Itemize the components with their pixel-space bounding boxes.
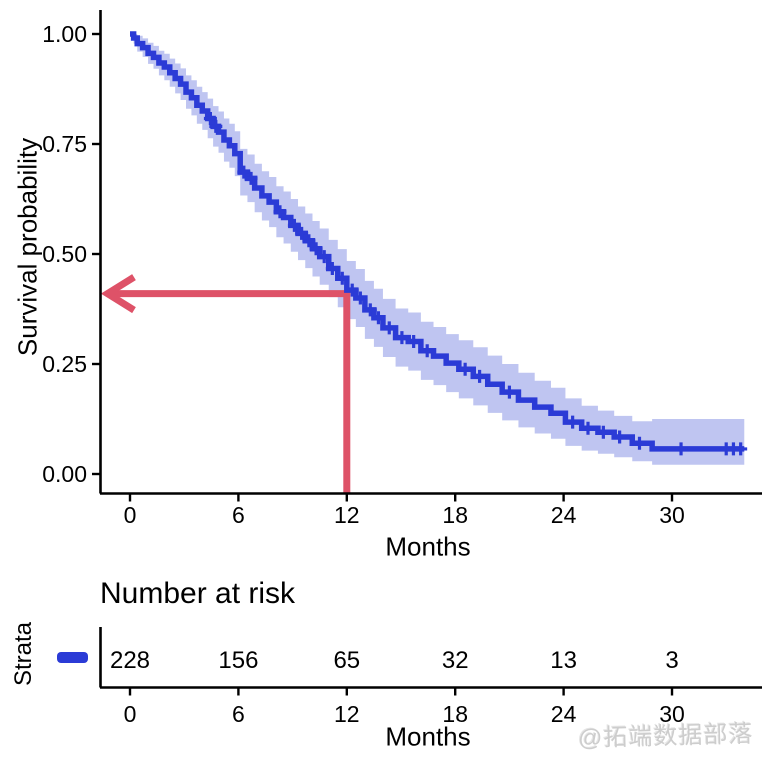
strata-axis-title: Strata <box>10 621 37 687</box>
censor-mark <box>502 385 516 399</box>
x-tick-label: 12 <box>334 502 360 528</box>
risk-x-axis-title: Months <box>385 721 471 752</box>
censor-mark <box>353 291 367 305</box>
censor-mark <box>309 242 323 256</box>
y-tick-label: 0.25 <box>42 351 87 377</box>
censor-mark <box>371 311 385 325</box>
x-tick-label: 24 <box>551 502 577 528</box>
censor-mark <box>244 171 258 185</box>
risk-count: 13 <box>550 647 577 674</box>
risk-count: 65 <box>333 647 360 674</box>
risk-count: 156 <box>218 647 258 674</box>
censor-mark <box>420 344 434 358</box>
censor-mark <box>613 430 627 444</box>
y-tick-label: 0.50 <box>42 241 87 267</box>
censor-mark <box>287 218 301 232</box>
annotation-arrow-head <box>100 274 136 314</box>
annotation-arrow-line <box>111 290 351 493</box>
censor-mark <box>458 362 472 376</box>
y-tick-label: 0.00 <box>42 461 87 487</box>
risk-count: 228 <box>110 647 150 674</box>
censor-mark <box>581 421 595 435</box>
censor-mark <box>237 165 251 179</box>
censor-mark <box>345 283 359 297</box>
censor-mark <box>335 271 349 285</box>
censor-mark <box>363 303 377 317</box>
censor-mark <box>632 436 646 450</box>
censor-mark <box>407 335 421 349</box>
censor-mark <box>209 119 223 133</box>
x-tick-label: 0 <box>124 502 137 528</box>
confidence-band <box>130 34 745 465</box>
risk-x-tick-label: 24 <box>551 701 577 727</box>
risk-x-tick-label: 18 <box>442 701 468 727</box>
censor-mark <box>734 442 748 456</box>
risk-table-title: Number at risk <box>100 577 296 610</box>
censor-mark <box>674 442 688 456</box>
risk-x-tick-label: 0 <box>124 701 137 727</box>
risk-x-tick-label: 30 <box>659 701 685 727</box>
risk-x-tick-label: 12 <box>334 701 360 727</box>
censor-mark <box>295 226 309 240</box>
x-axis-title: Months <box>385 531 471 562</box>
x-tick-label: 30 <box>659 502 685 528</box>
censor-mark <box>382 321 396 335</box>
risk-x-tick-label: 6 <box>232 701 245 727</box>
censor-mark <box>203 111 217 125</box>
y-tick-label: 1.00 <box>42 21 87 47</box>
censor-mark <box>566 415 580 429</box>
watermark: @拓端数据部落 <box>577 720 754 753</box>
y-axis-title: Survival probability <box>12 137 43 357</box>
risk-count: 32 <box>442 647 469 674</box>
censor-mark <box>317 250 331 264</box>
censor-mark <box>302 234 316 248</box>
y-tick-label: 0.75 <box>42 131 87 157</box>
censor-mark <box>325 262 339 276</box>
x-tick-label: 6 <box>232 502 245 528</box>
censor-mark <box>395 331 409 345</box>
censor-mark <box>473 369 487 383</box>
km-survival-curve <box>130 31 745 452</box>
censor-mark <box>273 205 287 219</box>
censor-mark <box>596 425 610 439</box>
x-tick-label: 18 <box>442 502 468 528</box>
risk-count: 3 <box>665 647 678 674</box>
strata-legend-key <box>57 652 88 663</box>
